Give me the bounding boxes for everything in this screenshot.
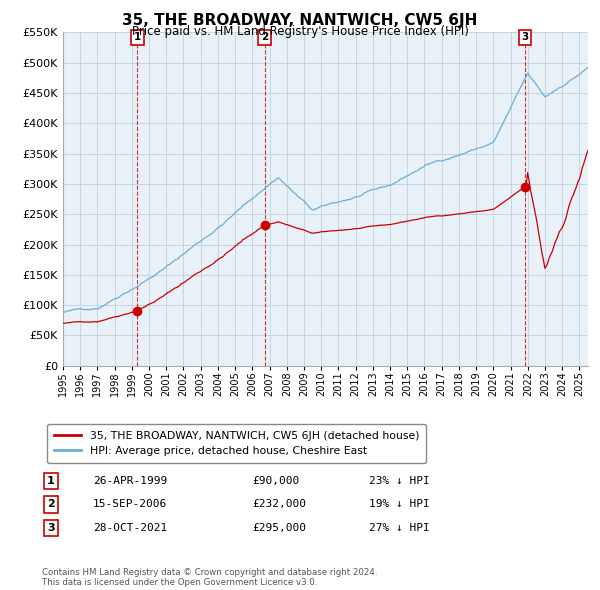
Text: 15-SEP-2006: 15-SEP-2006 xyxy=(93,500,167,509)
Text: 1: 1 xyxy=(47,476,55,486)
Text: 27% ↓ HPI: 27% ↓ HPI xyxy=(369,523,430,533)
Text: 3: 3 xyxy=(521,32,529,42)
Text: £295,000: £295,000 xyxy=(252,523,306,533)
Text: 2: 2 xyxy=(47,500,55,509)
Legend: 35, THE BROADWAY, NANTWICH, CW5 6JH (detached house), HPI: Average price, detach: 35, THE BROADWAY, NANTWICH, CW5 6JH (det… xyxy=(47,424,425,463)
Text: 2: 2 xyxy=(261,32,268,42)
Text: £232,000: £232,000 xyxy=(252,500,306,509)
Text: 1: 1 xyxy=(134,32,141,42)
Text: £90,000: £90,000 xyxy=(252,476,299,486)
Text: 23% ↓ HPI: 23% ↓ HPI xyxy=(369,476,430,486)
Text: 28-OCT-2021: 28-OCT-2021 xyxy=(93,523,167,533)
Text: 35, THE BROADWAY, NANTWICH, CW5 6JH: 35, THE BROADWAY, NANTWICH, CW5 6JH xyxy=(122,13,478,28)
Text: 19% ↓ HPI: 19% ↓ HPI xyxy=(369,500,430,509)
Text: Price paid vs. HM Land Registry's House Price Index (HPI): Price paid vs. HM Land Registry's House … xyxy=(131,25,469,38)
Text: Contains HM Land Registry data © Crown copyright and database right 2024.
This d: Contains HM Land Registry data © Crown c… xyxy=(42,568,377,587)
Text: 26-APR-1999: 26-APR-1999 xyxy=(93,476,167,486)
Text: 3: 3 xyxy=(47,523,55,533)
